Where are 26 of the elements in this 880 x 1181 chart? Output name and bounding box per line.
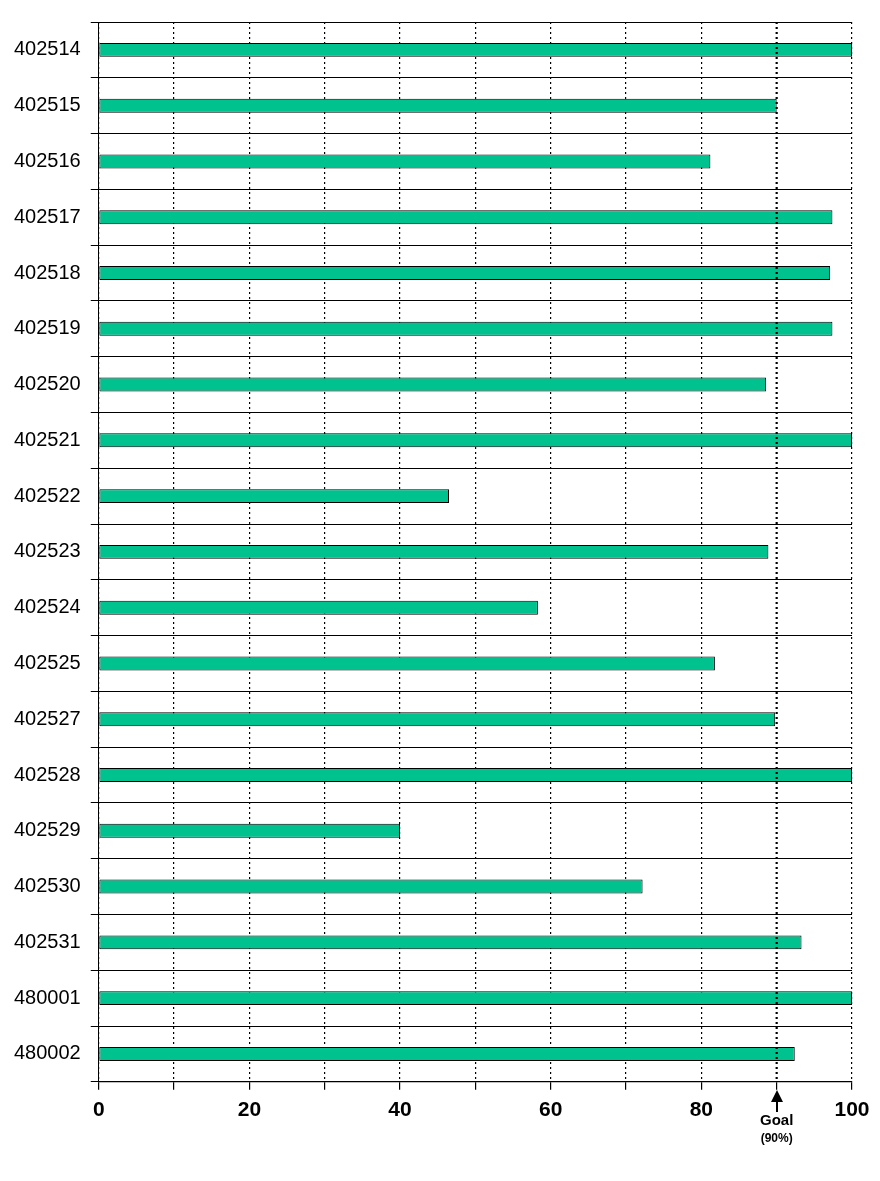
ref-line-label: Goal (90%)	[760, 1111, 794, 1146]
x-tick-label: 0	[92, 1097, 105, 1121]
y-tick-label: 480001	[13, 985, 81, 1008]
y-tick-label: 402515	[13, 93, 81, 116]
y-tick-label: 402518	[13, 260, 81, 283]
y-tick-label: 402522	[13, 483, 81, 506]
y-tick-label: 402519	[13, 316, 81, 339]
y-tick-label: 402528	[13, 762, 81, 785]
y-tick-label: 402524	[13, 595, 81, 618]
y-tick-label: 402530	[13, 874, 81, 897]
y-tick-label: 402516	[13, 148, 81, 171]
y-tick-label: 402517	[13, 204, 81, 227]
x-tick-label: 60	[539, 1097, 563, 1121]
y-tick-label: 402523	[13, 539, 81, 562]
y-tick-label: 402520	[13, 372, 81, 395]
x-tick-label: 100	[834, 1097, 870, 1121]
y-tick-label: 402514	[13, 37, 81, 60]
y-tick-label: 402529	[13, 818, 81, 841]
x-tick-label: 40	[388, 1097, 412, 1121]
y-tick-label: 402531	[13, 929, 81, 952]
y-tick-label: 402525	[13, 650, 81, 673]
y-tick-label: 402527	[13, 706, 81, 729]
x-tick-label: 80	[689, 1097, 714, 1121]
y-tick-label: 402521	[13, 427, 81, 450]
y-tick-label: 480002	[13, 1041, 81, 1064]
x-tick-label: 20	[237, 1097, 262, 1121]
